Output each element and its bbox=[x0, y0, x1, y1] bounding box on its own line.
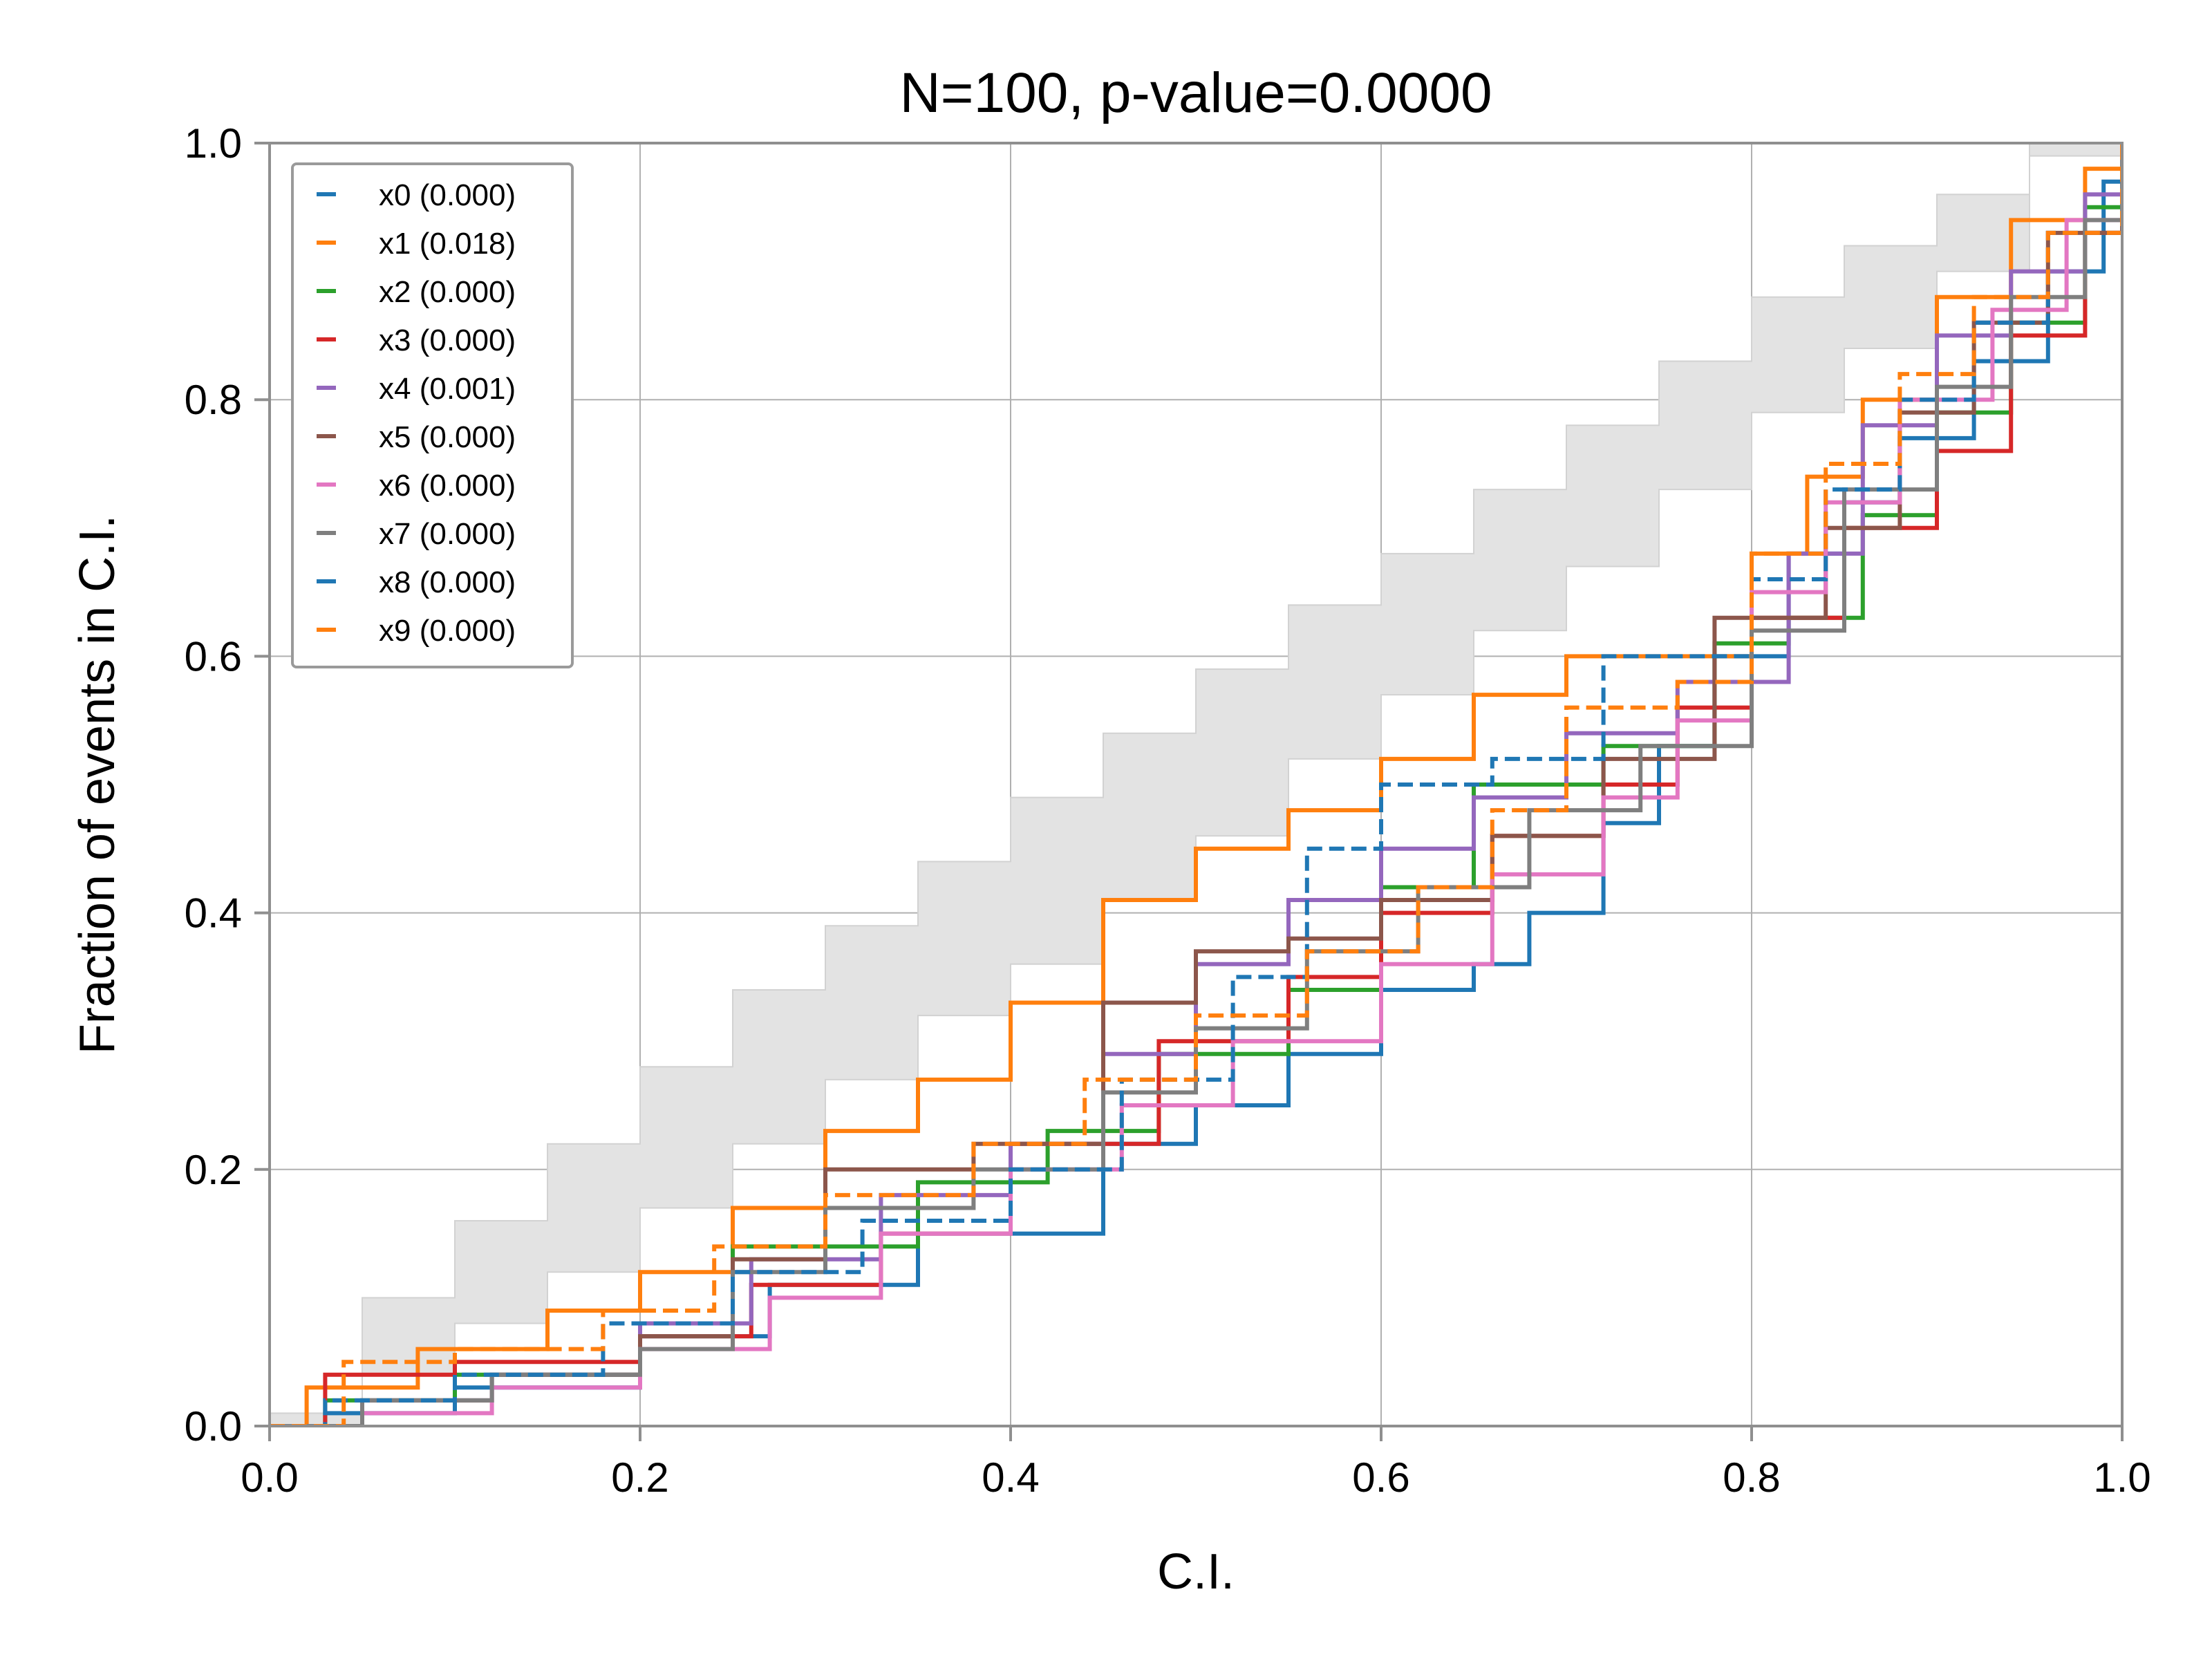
legend-items: x0 (0.000) x1 (0.018) x2 (0.000) x3 (0.000)… bbox=[317, 178, 516, 648]
x-tick-label: 0.0 bbox=[241, 1454, 298, 1501]
x-tick-label: 0.8 bbox=[1723, 1454, 1780, 1501]
x-tick-label: 0.2 bbox=[611, 1454, 668, 1501]
legend-label-8: x8 (0.000) bbox=[379, 565, 516, 599]
y-axis-title: Fraction of events in C.I. bbox=[70, 515, 125, 1054]
y-tick-label: 0.4 bbox=[185, 890, 242, 937]
series-lines-group bbox=[270, 143, 2122, 1426]
legend-label-7: x7 (0.000) bbox=[379, 517, 516, 551]
x-axis-title: C.I. bbox=[1157, 1544, 1235, 1600]
legend-label-0: x0 (0.000) bbox=[379, 178, 516, 212]
legend: x0 (0.000) x1 (0.018) x2 (0.000) x3 (0.000)… bbox=[291, 162, 574, 668]
y-tick-label: 1.0 bbox=[185, 120, 242, 167]
confidence-band bbox=[270, 143, 2122, 1426]
x-tick-label: 0.6 bbox=[1352, 1454, 1409, 1501]
chart-title: N=100, p-value=0.0000 bbox=[899, 62, 1492, 124]
legend-frame bbox=[291, 162, 574, 668]
x-axis-ticks: 0.0 0.2 0.4 0.6 0.8 1.0 bbox=[241, 1426, 2151, 1501]
legend-label-1: x1 (0.018) bbox=[379, 227, 516, 261]
y-tick-label: 0.2 bbox=[185, 1147, 242, 1193]
confidence-band-group bbox=[270, 143, 2122, 1426]
y-tick-label: 0.0 bbox=[185, 1403, 242, 1450]
plot-frame bbox=[268, 142, 2124, 1427]
legend-label-6: x6 (0.000) bbox=[379, 469, 516, 503]
x-tick-label: 0.4 bbox=[982, 1454, 1039, 1501]
legend-label-9: x9 (0.000) bbox=[379, 614, 516, 648]
y-axis-ticks: 0.0 0.2 0.4 0.6 0.8 1.0 bbox=[185, 120, 270, 1450]
x-tick-label: 1.0 bbox=[2093, 1454, 2150, 1501]
legend-label-4: x4 (0.001) bbox=[379, 372, 516, 406]
legend-label-5: x5 (0.000) bbox=[379, 420, 516, 454]
legend-label-3: x3 (0.000) bbox=[379, 324, 516, 357]
series-line-9 bbox=[270, 143, 2122, 1426]
y-tick-label: 0.6 bbox=[185, 633, 242, 679]
y-tick-label: 0.8 bbox=[185, 377, 242, 423]
legend-label-2: x2 (0.000) bbox=[379, 275, 516, 309]
